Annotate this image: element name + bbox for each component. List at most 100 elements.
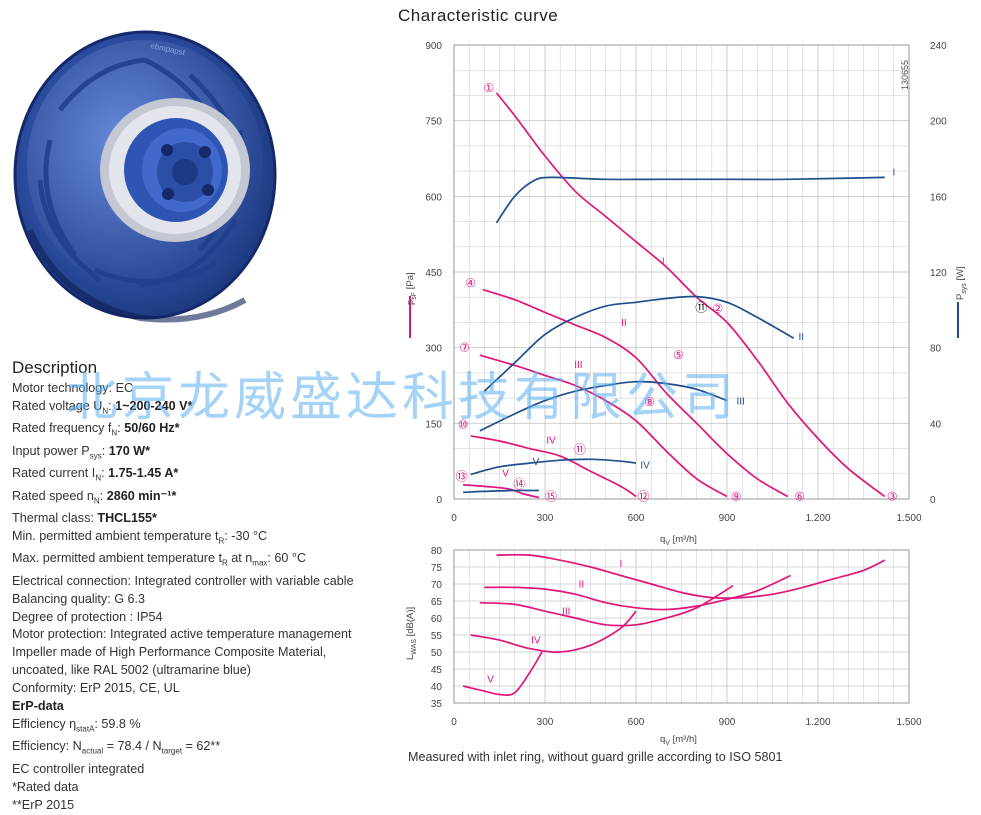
description.lines-label: Rated current I — [12, 466, 96, 481]
description.lines-value: 1.75-1.45 A* — [108, 466, 179, 481]
operating-point-marker: ⑬ — [456, 469, 468, 483]
chart1-y-tick-label: 750 — [425, 117, 442, 128]
chart2-x-tick-label: 600 — [628, 717, 645, 728]
description.lines-line: Motor technology: EC — [12, 380, 402, 398]
operating-point-marker: ⑪ — [574, 443, 586, 457]
chart1-frame — [453, 44, 910, 500]
description.lines-sub: N — [93, 496, 100, 506]
description.lines-line: Min. permitted ambient temperature tR: -… — [12, 528, 402, 550]
operating-point-marker: ⑫ — [638, 489, 650, 503]
description.lines-line: Rated speed nN: 2860 min⁻¹* — [12, 488, 402, 510]
description-block: Description Motor technology: EC Rated vo… — [12, 358, 402, 815]
description.lines-mid: : — [99, 488, 107, 503]
chart1-y2-tick-label: 0 — [930, 495, 936, 506]
description.lines-line: Electrical connection: Integrated contro… — [12, 573, 402, 591]
pressure-curve-label: IV — [546, 436, 556, 447]
description.lines-mid: : -30 °C — [224, 528, 268, 543]
noise-curve-II — [484, 574, 792, 611]
description.lines-label: Conformity: ErP 2015, CE, UL — [12, 681, 180, 696]
description.lines-label: Rated speed n — [12, 488, 94, 503]
chart1-y-tick-label: 900 — [425, 41, 442, 52]
chart2-x-tick-label: 1.200 — [805, 717, 830, 728]
description.lines-line: Thermal class: THCL155* — [12, 510, 402, 528]
description.lines-value: 2860 min⁻¹* — [106, 488, 177, 503]
description.erp_lines-label: **ErP 2015 — [12, 797, 75, 812]
power-curve-I — [495, 176, 885, 224]
description.lines-line: Balancing quality: G 6.3 — [12, 591, 402, 609]
description.lines-label: Motor protection: Integrated active temp… — [12, 627, 352, 642]
chart1-x-tick-label: 1.500 — [896, 513, 921, 524]
chart1-x-tick-label: 0 — [451, 513, 457, 524]
description.lines-line: Rated frequency fN: 50/60 Hz* — [12, 420, 402, 442]
pressure-curve-label: III — [574, 360, 582, 371]
operating-point-marker: ⑪ — [695, 300, 707, 314]
noise-curve-label: I — [619, 559, 622, 570]
chart1-y2-tick-label: 200 — [930, 117, 947, 128]
description.erp_lines-sub2: target — [161, 746, 183, 756]
description.erp_lines-line: EC controller integrated — [12, 761, 402, 779]
power-curve-label: II — [799, 332, 805, 343]
chart1-x-tick-label: 1.200 — [805, 513, 830, 524]
operating-point-marker: ⑨ — [731, 489, 742, 503]
description.lines-sub: R — [218, 536, 225, 546]
chart1-curves — [463, 92, 886, 499]
pressure-curve-label: V — [502, 468, 509, 479]
description.lines-label: Input power P — [12, 443, 90, 458]
description.erp_lines-sub: actual — [81, 746, 104, 756]
description.lines-line: Input power Psys: 170 W* — [12, 443, 402, 465]
chart1-y2-tick-label: 40 — [930, 419, 942, 430]
pressure-curve-V — [463, 484, 540, 499]
pressure-curve-label: I — [662, 256, 665, 267]
operating-point-marker: ③ — [887, 489, 898, 503]
chart1-y-tick-label: 450 — [425, 268, 442, 279]
power-curve-III — [479, 380, 728, 432]
noise-curve-label: IV — [531, 636, 541, 647]
description.lines-sub: N — [102, 406, 109, 416]
operating-point-marker: ⑮ — [545, 489, 557, 503]
operating-point-marker: ⑭ — [513, 477, 525, 491]
operating-point-marker: ④ — [465, 276, 476, 290]
description.lines-label: Motor technology: EC — [12, 381, 134, 395]
chart2-labels: 0 300 600 900 1.200 1.500 35 40 45 50 55 60 65 70 75 80… — [405, 546, 922, 747]
chart1-y-label: psF [Pa] — [405, 272, 418, 305]
description.lines-mid: : — [108, 398, 116, 413]
description.lines-line: Impeller made of High Performance Compos… — [12, 644, 402, 662]
description.lines-label: Electrical connection: Integrated contro… — [12, 573, 354, 588]
description.lines-line: Motor protection: Integrated active temp… — [12, 626, 402, 644]
description.erp_lines-line: *Rated data — [12, 779, 402, 797]
power-curve-IV — [470, 458, 637, 476]
chart2-y-tick-label: 50 — [431, 648, 443, 659]
description.lines-line: Degree of protection : IP54 — [12, 609, 402, 627]
operating-point-marker: ② — [713, 301, 724, 315]
description.lines-label: Impeller made of High Performance Compos… — [12, 645, 327, 660]
chart2-x-tick-label: 1.500 — [896, 717, 921, 728]
operating-point-marker: ⑥ — [794, 489, 805, 503]
fan-impeller-image: ebmpapst — [13, 30, 277, 323]
noise-curve-IV — [470, 610, 637, 653]
operating-point-marker: ① — [484, 81, 495, 95]
erp-lines: Efficiency ηstatA: 59.8 % Efficiency: Nac… — [12, 716, 402, 815]
chart2-y-tick-label: 65 — [431, 597, 443, 608]
chart1-y-tick-label: 600 — [425, 192, 442, 203]
description.lines-line: Rated current IN: 1.75-1.45 A* — [12, 465, 402, 487]
noise-curve-V — [462, 651, 543, 696]
pressure-curve-label: II — [621, 318, 627, 329]
description.lines-value: 50/60 Hz* — [124, 421, 180, 436]
chart1-y2-tick-label: 80 — [930, 344, 942, 355]
description.lines-line: Max. permitted ambient temperature tR at… — [12, 550, 402, 572]
measurement-footnote: Measured with inlet ring, without guard … — [408, 750, 783, 764]
description.lines-line: Conformity: ErP 2015, CE, UL — [12, 680, 402, 698]
description.lines-label: Balancing quality: G 6.3 — [12, 591, 146, 606]
chart1-y-tick-label: 300 — [425, 344, 442, 355]
description.lines-sub2: max — [252, 558, 268, 568]
description.lines-label: Min. permitted ambient temperature t — [12, 528, 219, 543]
description.lines-value: THCL155* — [97, 511, 157, 526]
chart2-x-tick-label: 900 — [719, 717, 736, 728]
description.lines-label: Degree of protection : IP54 — [12, 609, 163, 624]
operating-point-marker: ⑤ — [673, 348, 684, 362]
figure-id: 130655 — [900, 60, 910, 90]
chart2-x-label: qV [m³/h] — [660, 734, 697, 747]
power-curve-label: III — [736, 396, 744, 407]
chart-title: Characteristic curve — [398, 6, 559, 25]
noise-curve-label: II — [579, 579, 585, 590]
